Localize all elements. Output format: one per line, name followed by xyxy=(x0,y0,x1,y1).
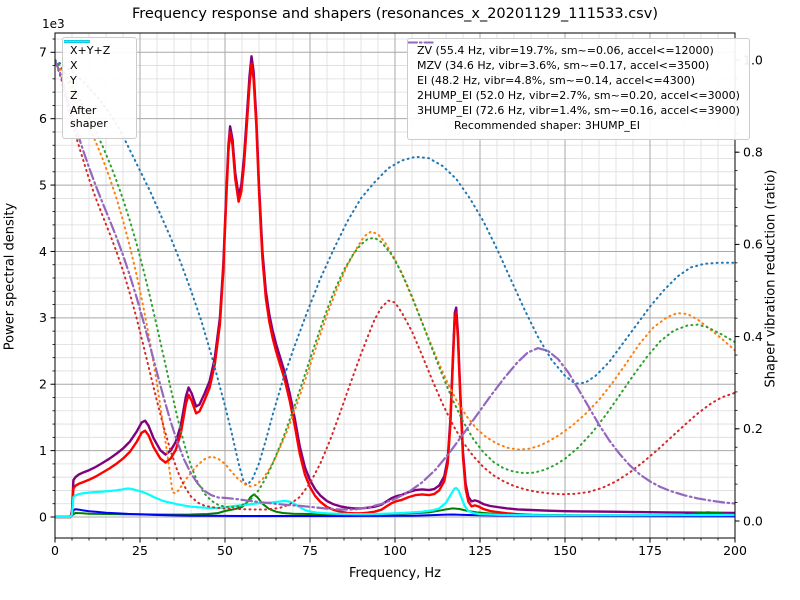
legend-item-z: Z xyxy=(64,40,128,103)
y-left-tick-label: 2 xyxy=(39,377,47,392)
series-line-mzv xyxy=(55,59,735,495)
legend-psd: X+Y+Z X Y Z After shaper xyxy=(62,37,137,139)
y-right-tick-label: 0.0 xyxy=(743,513,763,528)
legend-item-2hump_ei: 2HUMP_EI (52.0 Hz, vibr=2.7%, sm~=0.20, … xyxy=(408,41,740,103)
y-right-tick-label: 0.4 xyxy=(743,329,763,344)
legend-swatch-3hump_ei xyxy=(408,41,436,44)
legend-item-label: Z xyxy=(70,88,78,102)
legend-item-xyz: X+Y+Z xyxy=(64,40,128,58)
x-tick-label: 50 xyxy=(217,543,233,558)
series-line-x xyxy=(55,62,735,519)
y-left-tick-label: 5 xyxy=(39,177,47,192)
legend-shapers: ZV (55.4 Hz, vibr=19.7%, sm~=0.06, accel… xyxy=(407,38,750,140)
y-left-tick-label: 1 xyxy=(39,443,47,458)
y-left-tick-label: 0 xyxy=(39,509,47,524)
x-tick-label: 200 xyxy=(723,543,747,558)
legend-item-label: 3HUMP_EI (72.6 Hz, vibr=1.4%, sm~=0.16, … xyxy=(417,103,740,117)
legend-item-y: Y xyxy=(64,40,128,88)
x-tick-label: 150 xyxy=(553,543,577,558)
legend-item-label: ZV (55.4 Hz, vibr=19.7%, sm~=0.06, accel… xyxy=(417,44,714,57)
y-left-tick-label: 4 xyxy=(39,244,47,259)
x-tick-label: 25 xyxy=(132,543,148,558)
y-axis-offset-label: 1e3 xyxy=(42,17,65,31)
legend-item-label: EI (48.2 Hz, vibr=4.8%, sm~=0.14, accel<… xyxy=(417,73,695,87)
series-line-3hump_ei xyxy=(55,58,735,511)
legend-item-3hump_ei: 3HUMP_EI (72.6 Hz, vibr=1.4%, sm~=0.16, … xyxy=(408,41,740,118)
legend-item-mzv: MZV (34.6 Hz, vibr=3.6%, sm~=0.17, accel… xyxy=(408,41,740,73)
legend-item-after_shaper: After shaper xyxy=(64,40,128,131)
legend-item-label: After shaper xyxy=(70,103,108,130)
series-line-ei xyxy=(55,59,735,509)
chart-title: Frequency response and shapers (resonanc… xyxy=(132,6,658,22)
series-line-2hump_ei xyxy=(55,59,735,511)
legend-item-label: Y xyxy=(70,73,77,87)
x-tick-label: 175 xyxy=(638,543,662,558)
legend-item-x: X xyxy=(64,40,128,73)
y-axis-left-label: Power spectral density xyxy=(2,202,18,351)
legend-item-label: X+Y+Z xyxy=(70,44,111,57)
y-left-tick-label: 3 xyxy=(39,310,47,325)
x-tick-label: 100 xyxy=(383,543,407,558)
legend-item-ei: EI (48.2 Hz, vibr=4.8%, sm~=0.14, accel<… xyxy=(408,41,740,88)
x-tick-label: 125 xyxy=(468,543,492,558)
y-right-tick-label: 0.8 xyxy=(743,145,763,160)
legend-item-label: 2HUMP_EI (52.0 Hz, vibr=2.7%, sm~=0.20, … xyxy=(417,88,740,102)
y-left-tick-label: 6 xyxy=(39,111,47,126)
y-right-tick-label: 0.6 xyxy=(743,237,763,252)
x-tick-label: 75 xyxy=(302,543,318,558)
recommended-shaper-note: Recommended shaper: 3HUMP_EI xyxy=(454,118,640,132)
y-left-tick-label: 7 xyxy=(39,45,47,60)
legend-item-label: MZV (34.6 Hz, vibr=3.6%, sm~=0.17, accel… xyxy=(417,58,710,72)
y-right-tick-label: 0.2 xyxy=(743,421,763,436)
legend-item-zv: ZV (55.4 Hz, vibr=19.7%, sm~=0.06, accel… xyxy=(408,41,740,58)
legend-shapers-rows: ZV (55.4 Hz, vibr=19.7%, sm~=0.06, accel… xyxy=(408,41,740,118)
x-tick-label: 0 xyxy=(51,543,59,558)
x-axis-label: Frequency, Hz xyxy=(348,566,442,581)
y-axis-right-label: Shaper vibration reduction (ratio) xyxy=(763,169,779,388)
series-group xyxy=(55,55,735,519)
legend-swatch-after_shaper xyxy=(64,40,90,43)
legend-item-label: X xyxy=(70,58,78,72)
